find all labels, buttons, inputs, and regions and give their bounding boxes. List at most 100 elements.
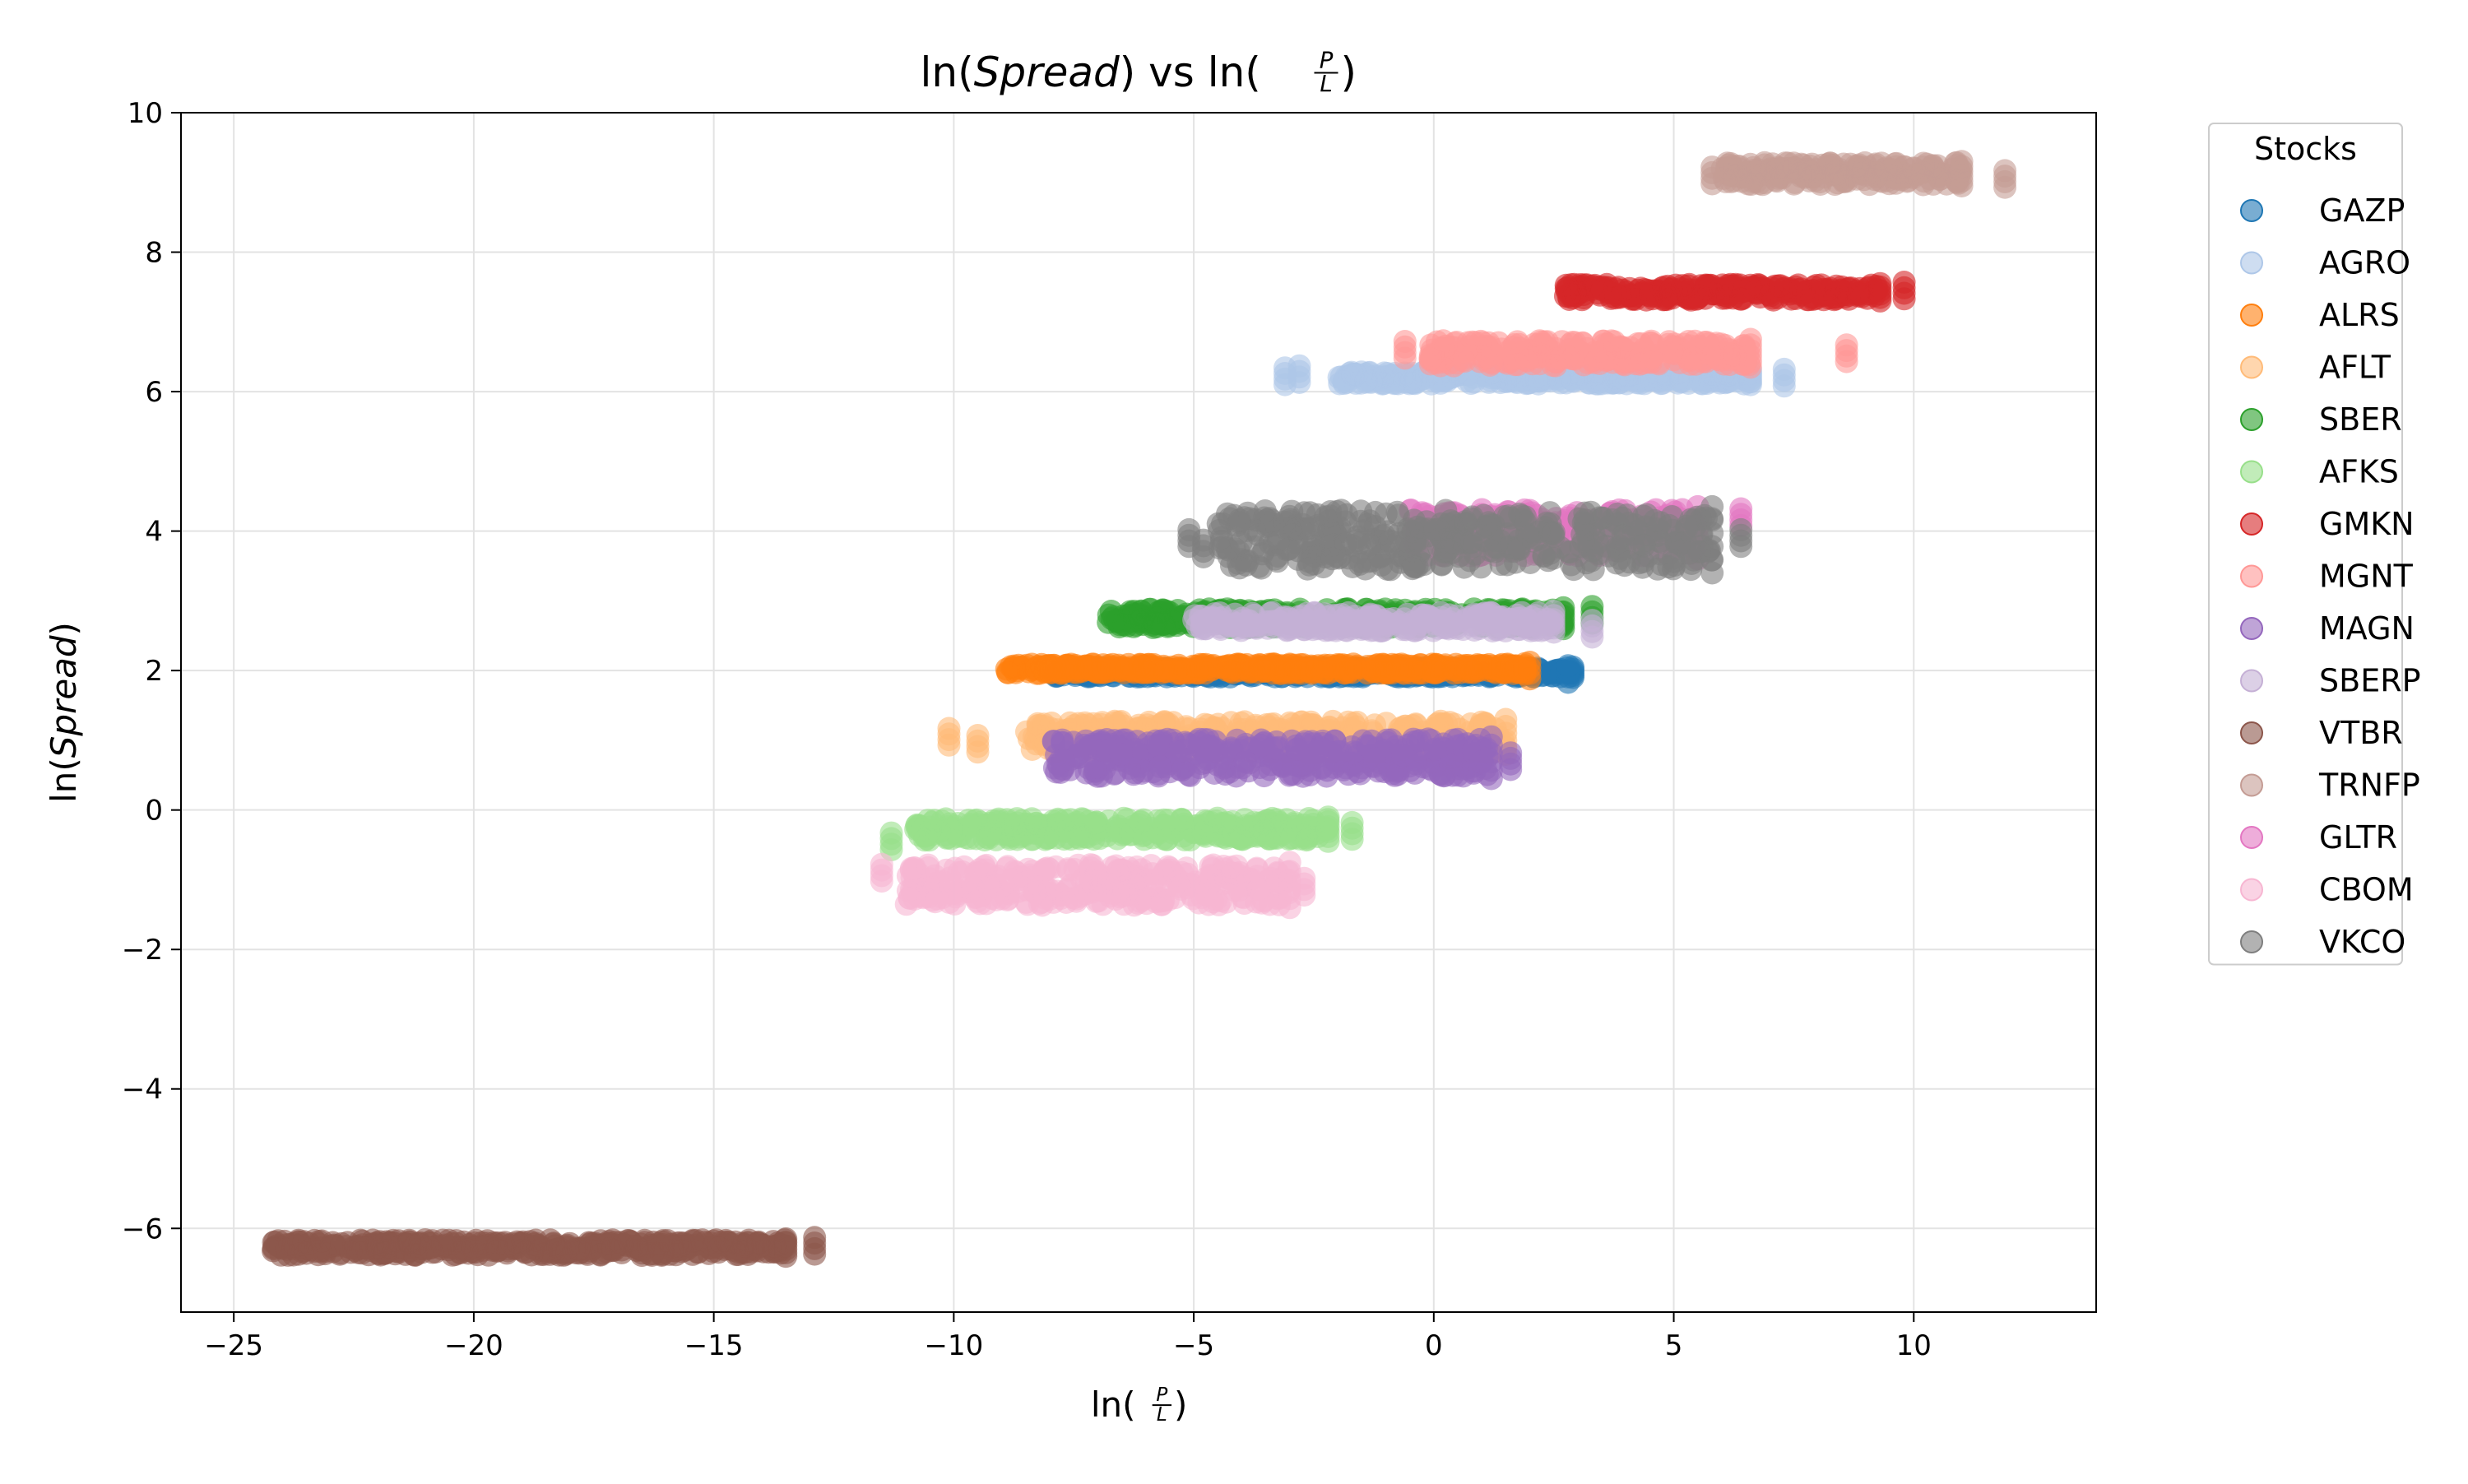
data-point bbox=[1265, 808, 1288, 831]
data-point bbox=[921, 811, 944, 834]
data-point bbox=[1809, 173, 1832, 196]
data-point bbox=[1237, 609, 1260, 632]
data-point bbox=[1835, 333, 1858, 356]
data-point bbox=[1739, 153, 1762, 176]
data-point bbox=[724, 1231, 747, 1254]
data-point bbox=[1515, 608, 1538, 631]
data-point bbox=[803, 1226, 826, 1249]
data-point bbox=[293, 1230, 316, 1253]
data-point bbox=[1555, 274, 1578, 297]
data-point bbox=[1143, 612, 1166, 635]
data-point bbox=[498, 1234, 521, 1257]
data-point bbox=[1362, 655, 1385, 678]
data-point bbox=[1848, 153, 1871, 176]
data-point bbox=[1580, 609, 1603, 632]
data-point bbox=[1519, 651, 1542, 674]
data-point bbox=[1363, 611, 1386, 634]
data-point bbox=[522, 1232, 545, 1255]
data-point bbox=[1025, 812, 1048, 835]
data-point bbox=[1868, 272, 1891, 295]
data-point bbox=[1285, 738, 1308, 761]
data-point bbox=[1306, 740, 1329, 763]
data-point bbox=[1000, 655, 1023, 678]
data-point bbox=[1591, 279, 1614, 302]
data-point bbox=[589, 1229, 612, 1252]
data-point bbox=[1773, 358, 1796, 381]
data-point bbox=[1068, 827, 1091, 850]
data-point bbox=[1385, 659, 1408, 682]
data-point bbox=[1464, 612, 1487, 635]
data-point bbox=[1065, 888, 1088, 911]
data-point bbox=[1893, 271, 1916, 294]
data-point bbox=[1394, 330, 1417, 353]
data-point bbox=[774, 1227, 797, 1250]
data-point bbox=[322, 1234, 346, 1257]
series-magn bbox=[1042, 726, 1523, 791]
data-point bbox=[1032, 658, 1055, 681]
data-point bbox=[1054, 657, 1077, 680]
data-point bbox=[1896, 169, 1919, 192]
data-point bbox=[1655, 285, 1678, 308]
data-point bbox=[1561, 331, 1584, 354]
data-point bbox=[262, 1237, 285, 1260]
data-point bbox=[1440, 754, 1463, 777]
data-point bbox=[1174, 659, 1197, 682]
data-point bbox=[1696, 372, 1719, 395]
data-point bbox=[1501, 343, 1524, 366]
data-point bbox=[1597, 332, 1620, 355]
data-point bbox=[1382, 607, 1405, 630]
data-point bbox=[1993, 159, 2016, 182]
data-point bbox=[1218, 654, 1241, 677]
data-point bbox=[1556, 654, 1580, 677]
data-point bbox=[1129, 654, 1152, 677]
data-point bbox=[870, 853, 893, 876]
data-point bbox=[1429, 613, 1452, 636]
data-point bbox=[1145, 869, 1168, 892]
data-point bbox=[1612, 351, 1635, 374]
data-point bbox=[1306, 617, 1329, 640]
series-vkco bbox=[1177, 495, 1752, 585]
data-point bbox=[1195, 653, 1218, 676]
data-point bbox=[1363, 747, 1386, 770]
data-point bbox=[1279, 618, 1302, 641]
data-point bbox=[452, 1231, 476, 1254]
data-point bbox=[1951, 150, 1974, 173]
data-point bbox=[1643, 334, 1666, 357]
data-point bbox=[1423, 738, 1446, 761]
data-point bbox=[1342, 610, 1365, 633]
data-point bbox=[1329, 740, 1352, 763]
data-point bbox=[1729, 498, 1752, 521]
data-point bbox=[1341, 811, 1364, 834]
data-point bbox=[1746, 275, 1769, 298]
data-point bbox=[1157, 809, 1180, 832]
data-point bbox=[1222, 822, 1246, 845]
data-point bbox=[1234, 751, 1257, 774]
data-point bbox=[1812, 288, 1835, 311]
data-point bbox=[1322, 656, 1345, 679]
data-point bbox=[1739, 328, 1762, 351]
series-cbom bbox=[870, 851, 1316, 919]
data-point bbox=[973, 828, 996, 851]
data-point bbox=[1265, 737, 1288, 760]
data-point bbox=[1236, 867, 1260, 890]
data-point bbox=[880, 822, 903, 845]
data-point bbox=[1542, 600, 1566, 623]
data-point bbox=[1027, 873, 1050, 896]
data-point bbox=[1292, 867, 1315, 890]
data-point bbox=[1695, 278, 1718, 301]
data-point bbox=[1204, 888, 1227, 911]
data-point bbox=[944, 857, 967, 880]
data-point bbox=[1153, 660, 1176, 683]
data-point bbox=[1109, 743, 1132, 766]
data-point bbox=[1121, 872, 1144, 895]
data-point bbox=[1392, 744, 1415, 767]
series-vtbr bbox=[262, 1226, 826, 1268]
data-point bbox=[472, 1236, 495, 1259]
data-point bbox=[1858, 173, 1881, 196]
data-point bbox=[1789, 165, 1812, 188]
data-point bbox=[1837, 288, 1860, 311]
data-point bbox=[1490, 616, 1513, 639]
data-point bbox=[986, 888, 1009, 911]
data-point bbox=[403, 1244, 426, 1267]
